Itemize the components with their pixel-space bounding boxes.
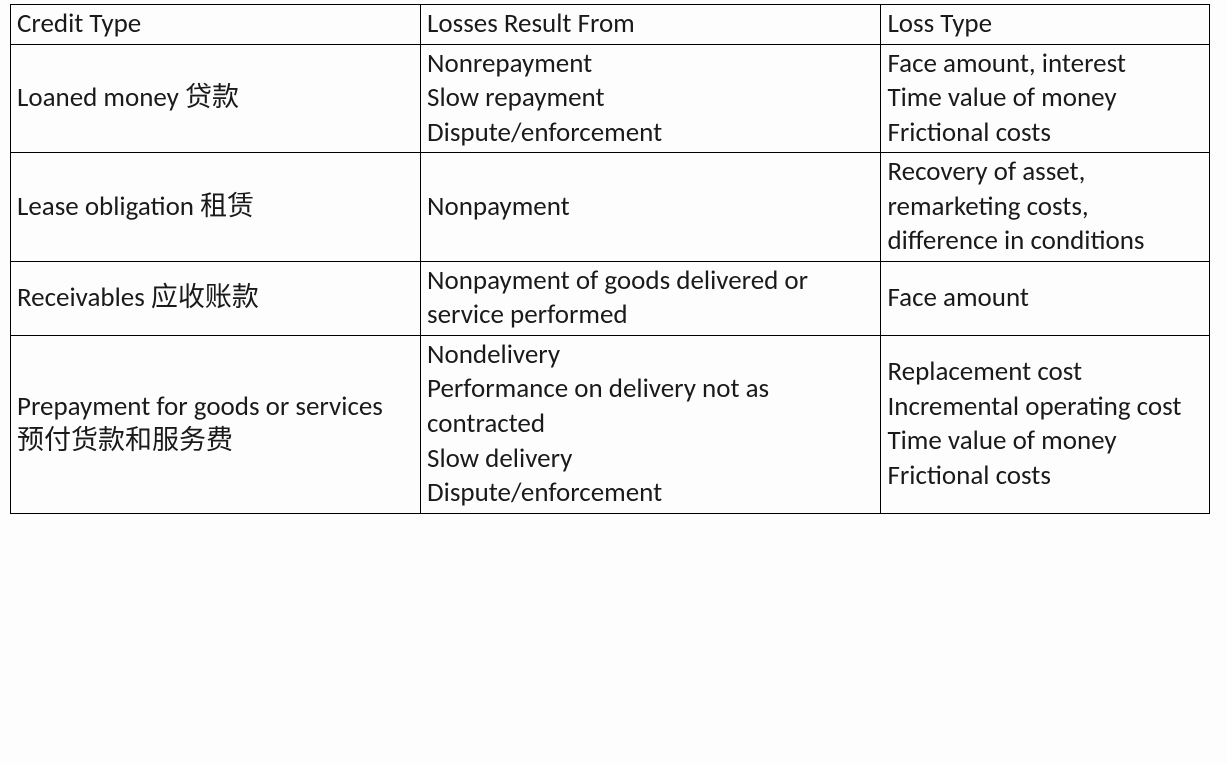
col-header-loss-type: Loss Type (881, 5, 1210, 45)
col-header-credit-type: Credit Type (11, 5, 421, 45)
cell-losses-from: Nondelivery Performance on delivery not … (421, 335, 881, 513)
cell-credit-type: Lease obligation 租赁 (11, 153, 421, 262)
table-row: Prepayment for goods or services 预付货款和服务… (11, 335, 1210, 513)
cell-loss-type: Face amount (881, 261, 1210, 335)
cell-credit-type: Prepayment for goods or services 预付货款和服务… (11, 335, 421, 513)
cell-loss-type: Face amount, interest Time value of mone… (881, 44, 1210, 153)
cell-credit-type: Receivables 应收账款 (11, 261, 421, 335)
cell-losses-from: Nonpayment of goods delivered or service… (421, 261, 881, 335)
cell-loss-type: Replacement cost Incremental operating c… (881, 335, 1210, 513)
table-row: Lease obligation 租赁 Nonpayment Recovery … (11, 153, 1210, 262)
col-header-losses-from: Losses Result From (421, 5, 881, 45)
credit-types-table: Credit Type Losses Result From Loss Type… (10, 4, 1210, 514)
cell-loss-type: Recovery of asset, remarketing costs, di… (881, 153, 1210, 262)
table-header-row: Credit Type Losses Result From Loss Type (11, 5, 1210, 45)
table-row: Receivables 应收账款 Nonpayment of goods del… (11, 261, 1210, 335)
cell-losses-from: Nonpayment (421, 153, 881, 262)
cell-credit-type: Loaned money 贷款 (11, 44, 421, 153)
table-row: Loaned money 贷款 Nonrepayment Slow repaym… (11, 44, 1210, 153)
cell-losses-from: Nonrepayment Slow repayment Dispute/enfo… (421, 44, 881, 153)
